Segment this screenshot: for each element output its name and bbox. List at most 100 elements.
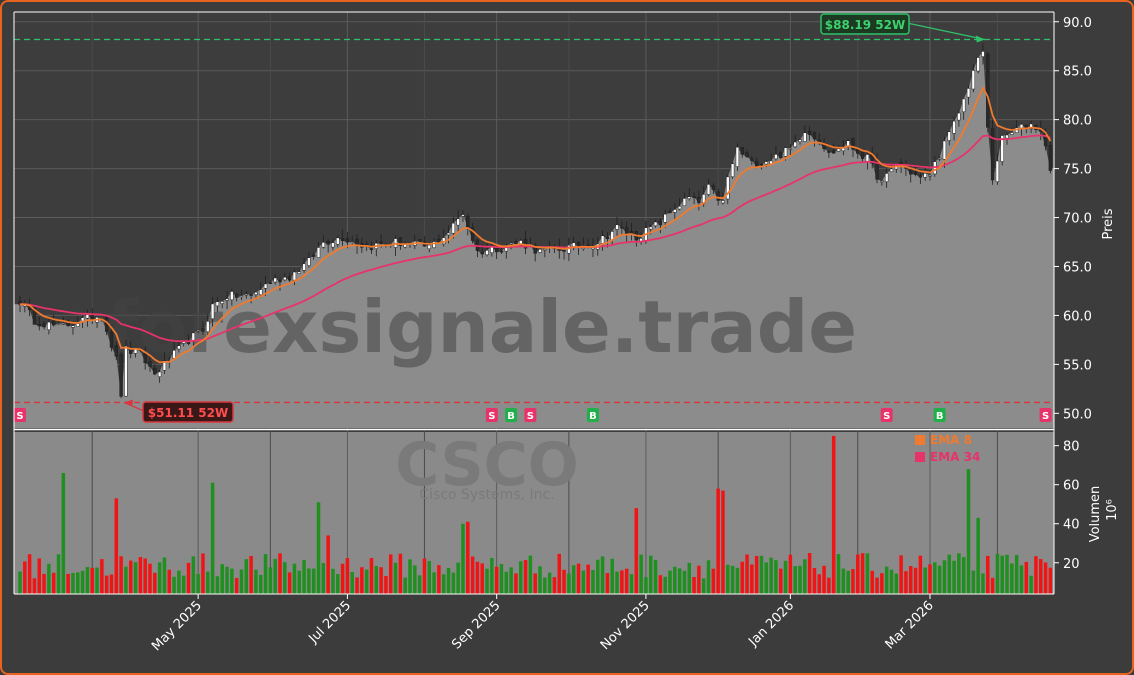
volume-bar (653, 559, 658, 594)
volume-bar (393, 562, 398, 594)
candle-body (913, 171, 918, 175)
volume-bar (687, 562, 692, 594)
volume-bar (552, 577, 557, 594)
volume-bar (456, 562, 460, 594)
candle-body (807, 130, 812, 135)
volume-bar (543, 577, 547, 594)
volume-bar (745, 554, 749, 594)
candle-body (480, 252, 484, 255)
time-tick-label: Nov 2025 (598, 598, 653, 653)
volume-bar (673, 566, 677, 594)
high-52w-box (820, 13, 910, 35)
volume-bar (1034, 556, 1038, 594)
volume-bar (311, 568, 316, 594)
high-52w-label: $88.19 52W (825, 18, 905, 32)
volume-bar (634, 508, 639, 594)
volume-bar (355, 577, 359, 594)
candle-body (711, 185, 716, 190)
svg-text:B: B (507, 411, 515, 422)
candle-body (735, 146, 740, 167)
volume-bar (692, 576, 696, 594)
volume-bar (518, 561, 523, 594)
candle-body (884, 173, 889, 182)
candle-body (292, 271, 297, 281)
candle-body (273, 277, 277, 283)
volume-bar (475, 561, 480, 594)
candle-body (880, 180, 884, 183)
volume-bar (764, 562, 769, 594)
candle-body (157, 371, 162, 377)
candle-body (673, 209, 677, 213)
volume-bar (432, 572, 436, 594)
volume-bar (586, 564, 590, 594)
legend-label: EMA 8 (930, 433, 972, 447)
candle-body (947, 131, 951, 141)
volume-bar (61, 472, 66, 594)
candle-body (624, 227, 629, 234)
price-tick-label: 65.0 (1063, 260, 1092, 275)
candle-body (990, 127, 995, 181)
volume-bar (822, 565, 826, 594)
volume-bar (576, 563, 581, 594)
volume-bar (957, 553, 961, 594)
volume-bar (803, 559, 807, 594)
candle-body (259, 289, 263, 296)
candle-body (774, 154, 778, 160)
volume-bar (128, 560, 133, 594)
candle-body (307, 257, 311, 266)
candle-body (668, 211, 672, 214)
volume-bar (567, 573, 571, 594)
candle-body (71, 325, 75, 328)
price-tick-label: 85.0 (1063, 65, 1092, 80)
volume-bar (807, 553, 812, 594)
candle-body (76, 323, 80, 327)
price-tick-label: 70.0 (1063, 212, 1092, 227)
candle-body (923, 173, 927, 178)
candle-body (287, 276, 292, 281)
candle-body (779, 152, 783, 158)
candle-body (812, 132, 817, 140)
volume-bar (124, 566, 128, 594)
candle-body (172, 350, 176, 359)
volume-bar (27, 554, 32, 594)
candle-body (398, 237, 403, 246)
volume-bar (422, 558, 427, 594)
low-52w-label: $51.11 52W (148, 406, 228, 420)
volume-bar (740, 561, 744, 594)
buy-signal: B (505, 408, 518, 422)
volume-bar (528, 555, 533, 594)
candle-body (27, 306, 32, 311)
volume-bar (56, 554, 61, 594)
sell-signal: S (1039, 408, 1052, 422)
candle-body (600, 235, 605, 244)
volume-bar (143, 558, 147, 594)
candle-body (875, 161, 879, 180)
price-tick-label: 50.0 (1063, 407, 1092, 422)
candle-body (860, 151, 865, 159)
volume-bar (148, 563, 152, 594)
volume-bar (32, 578, 37, 594)
volume-bar (340, 563, 345, 594)
volume-bar (490, 557, 494, 594)
volume-bar (523, 560, 528, 594)
candle-body (653, 221, 658, 227)
volume-bar (114, 498, 119, 594)
candle-body (605, 237, 610, 240)
candle-body (986, 53, 990, 128)
volume-bar (239, 569, 244, 594)
volume-bar (639, 554, 643, 594)
volume-axis-label: Volumen (1088, 486, 1103, 543)
volume-bar (812, 567, 817, 594)
candle-body (523, 238, 528, 249)
candle-body (750, 158, 754, 161)
volume-bar (283, 562, 287, 594)
candle-body (937, 157, 942, 160)
volume-bar (860, 553, 865, 594)
volume-bar (441, 574, 446, 594)
candle-body (470, 227, 475, 241)
candle-body (629, 230, 634, 234)
volume-bar (263, 554, 268, 594)
volume-bar (793, 566, 797, 594)
candle-body (533, 245, 537, 254)
volume-bar (191, 556, 196, 594)
